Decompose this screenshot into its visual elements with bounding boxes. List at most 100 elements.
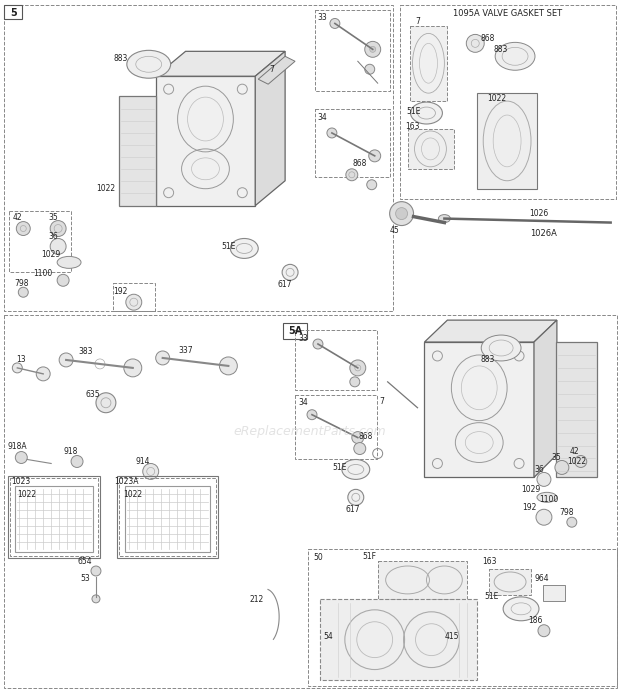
Text: 212: 212 [249,595,264,604]
Circle shape [350,360,366,376]
Polygon shape [156,51,285,76]
Text: 1022: 1022 [123,490,143,499]
Text: 337: 337 [178,346,193,356]
Text: 163: 163 [482,556,497,565]
Circle shape [71,455,83,468]
Text: 186: 186 [528,616,542,625]
Bar [4,5,22,19]
Circle shape [282,264,298,280]
Bar [4,5,392,311]
Polygon shape [489,569,531,595]
Circle shape [91,566,101,576]
Circle shape [350,377,360,387]
Text: 51E: 51E [484,593,498,602]
Text: 798: 798 [560,508,574,517]
Circle shape [330,19,340,28]
Text: 883: 883 [480,356,494,365]
Text: 1022: 1022 [487,94,507,103]
Ellipse shape [438,215,450,222]
Bar [125,486,210,552]
Text: 415: 415 [445,632,459,641]
Circle shape [57,274,69,286]
Ellipse shape [127,51,170,78]
Ellipse shape [537,492,557,502]
Ellipse shape [57,256,81,268]
Ellipse shape [495,42,535,70]
Bar [8,476,100,558]
Text: 13: 13 [17,356,26,365]
Circle shape [143,464,159,480]
Text: 33: 33 [298,333,308,342]
Text: 617: 617 [278,280,293,289]
Bar [315,109,389,177]
Circle shape [327,128,337,138]
Text: 635: 635 [86,390,100,399]
Circle shape [219,357,237,375]
Text: 1100: 1100 [33,269,53,278]
Circle shape [346,169,358,181]
Text: 51E: 51E [333,463,347,472]
Text: 1023: 1023 [12,477,31,486]
Ellipse shape [231,238,259,258]
Circle shape [555,460,569,475]
Circle shape [536,509,552,525]
Circle shape [389,202,414,225]
Circle shape [367,179,377,190]
Circle shape [567,517,577,527]
Text: 1095A VALVE GASKET SET: 1095A VALVE GASKET SET [453,9,562,18]
Text: 868: 868 [358,432,373,441]
Text: 53: 53 [80,574,90,584]
Text: eReplacementParts.com: eReplacementParts.com [234,425,386,438]
Bar [308,549,617,687]
Polygon shape [407,129,454,169]
Text: 383: 383 [79,347,93,356]
Circle shape [538,625,550,637]
Text: 192: 192 [113,287,128,296]
Circle shape [352,432,364,444]
Polygon shape [410,26,448,101]
Text: 914: 914 [136,457,150,466]
Circle shape [354,443,366,455]
Text: 34: 34 [317,112,327,121]
Text: 1022: 1022 [96,184,115,193]
Text: 7: 7 [415,17,420,26]
Circle shape [19,288,29,297]
Text: 918A: 918A [7,442,27,451]
Circle shape [329,642,339,651]
Text: 5A: 5A [288,326,302,336]
Text: 883: 883 [113,54,128,63]
Text: 7: 7 [379,397,384,406]
Circle shape [59,353,73,367]
Circle shape [156,351,170,365]
Text: 7: 7 [270,64,275,73]
Circle shape [126,295,142,310]
Polygon shape [259,56,295,84]
Circle shape [92,595,100,603]
Circle shape [458,640,471,653]
Text: 33: 33 [317,13,327,22]
Circle shape [365,64,374,74]
Circle shape [50,220,66,236]
Text: 883: 883 [494,45,508,54]
Text: 45: 45 [390,226,399,235]
Text: 1023A: 1023A [115,477,139,486]
Bar [400,5,616,199]
Text: 50: 50 [313,552,323,561]
Text: 868: 868 [353,159,367,168]
Text: 1022: 1022 [17,490,36,499]
Circle shape [96,393,116,413]
Ellipse shape [342,459,370,480]
Bar [295,395,377,459]
Circle shape [50,238,66,254]
Bar [119,478,216,556]
Bar [283,323,307,339]
Circle shape [348,489,364,505]
Text: 42: 42 [12,213,22,222]
Text: 1026: 1026 [529,209,549,218]
Text: 51F: 51F [363,552,377,561]
Circle shape [124,359,142,377]
Bar [113,283,155,311]
Text: 51E: 51E [406,107,421,116]
Text: 617: 617 [345,505,360,514]
Ellipse shape [481,335,521,361]
